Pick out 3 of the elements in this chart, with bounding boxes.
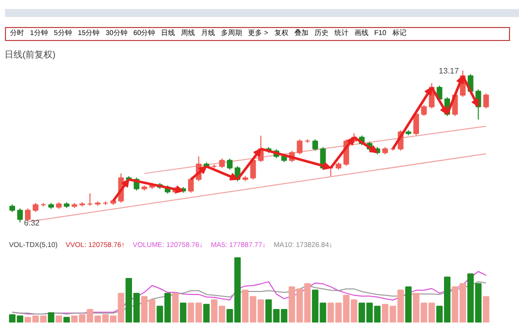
annotation: 13.17 bbox=[438, 66, 460, 76]
annotation: 6.32 bbox=[24, 218, 40, 228]
chart-title: 日线(前复权) bbox=[4, 50, 56, 60]
